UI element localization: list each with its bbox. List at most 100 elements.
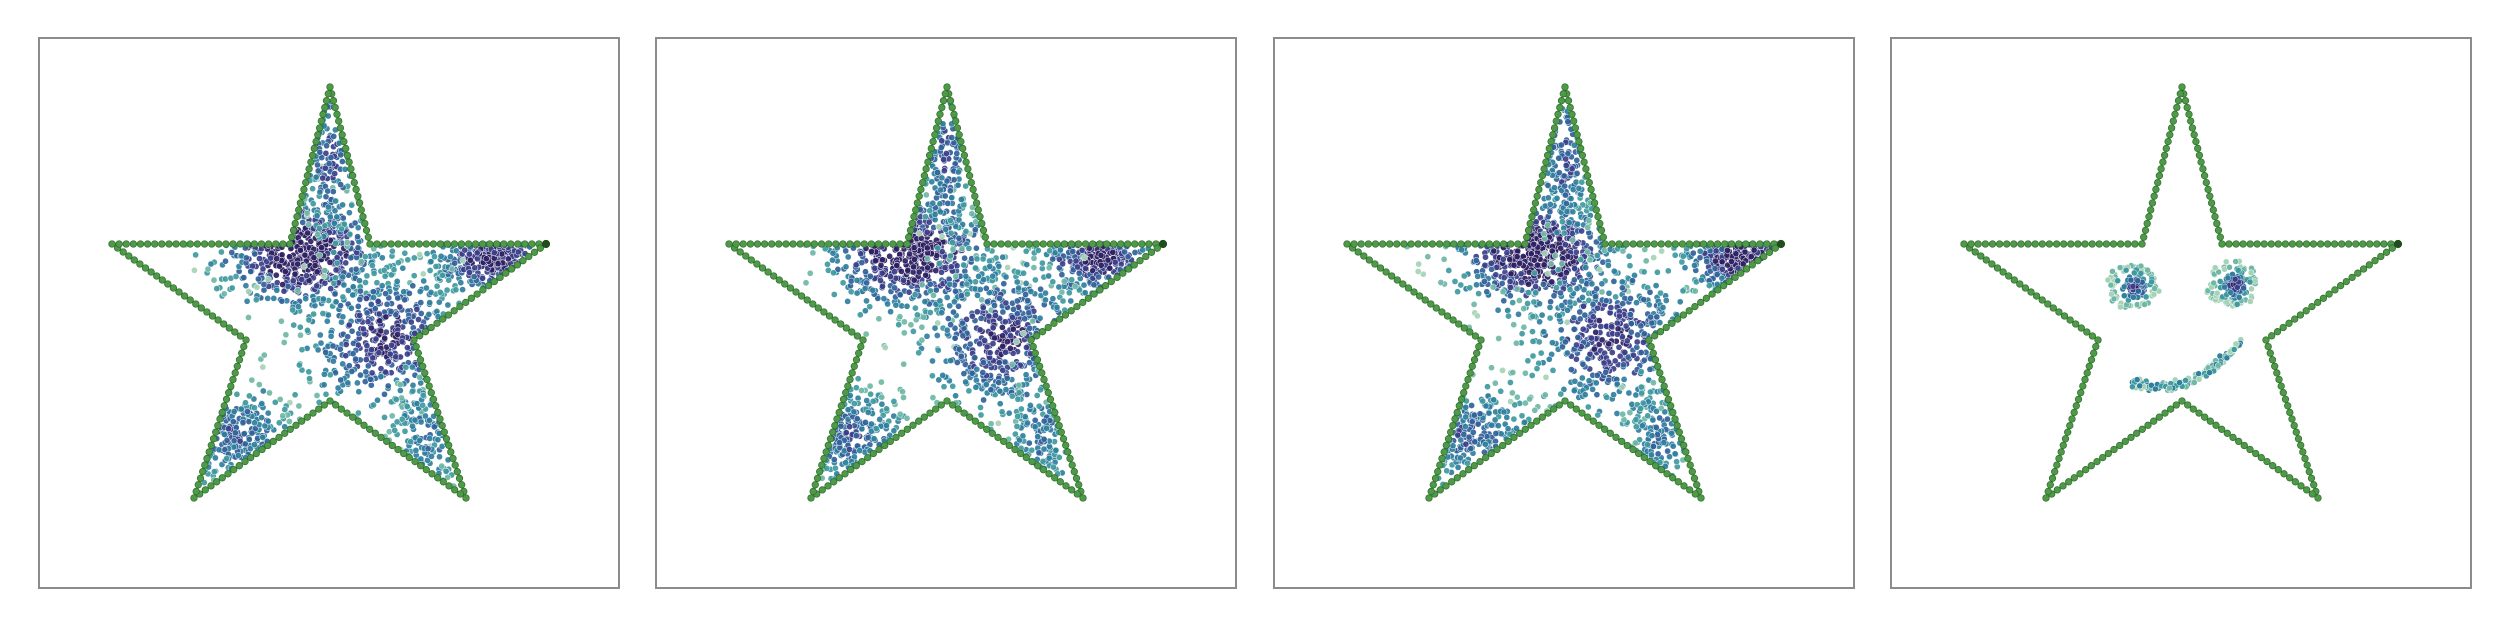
scatter-point — [999, 253, 1007, 261]
star-outline-point — [994, 433, 1002, 442]
star-outline-point — [444, 311, 453, 319]
scatter-point — [294, 260, 302, 268]
scatter-point — [847, 288, 855, 296]
scatter-point — [1547, 298, 1554, 306]
scatter-point — [932, 267, 940, 274]
star-outline-point — [350, 178, 358, 187]
scatter-point — [1035, 402, 1043, 410]
scatter-point — [935, 376, 943, 384]
scatter-point — [995, 359, 1003, 367]
scatter-point — [417, 418, 425, 426]
scatter-point — [842, 263, 850, 271]
star-outline-point — [1044, 323, 1052, 332]
scatter-point — [1650, 254, 1658, 261]
scatter-point — [423, 250, 431, 257]
scatter-point — [824, 260, 831, 268]
scatter-point — [976, 340, 984, 348]
scatter-point — [1028, 446, 1036, 454]
scatter-point — [1002, 348, 1009, 356]
star-outline-point — [359, 213, 367, 221]
star-outline-point — [394, 240, 402, 248]
star-outline-point — [412, 342, 420, 351]
scatter-point — [419, 391, 427, 399]
scatter-point — [948, 194, 956, 202]
scatter-point — [1415, 260, 1423, 268]
star-outline-point — [473, 290, 481, 298]
scatter-point — [980, 359, 987, 366]
scatter-point — [871, 264, 879, 272]
star-outline-point — [775, 276, 783, 284]
scatter-point — [979, 304, 987, 312]
scatter-point — [1718, 258, 1726, 266]
star-outline-point — [242, 336, 250, 344]
star-outline-point — [286, 425, 294, 433]
scatter-point — [309, 185, 316, 193]
scatter-point — [954, 181, 962, 189]
scatter-point — [251, 250, 259, 258]
scatter-point — [271, 398, 279, 406]
scatter-point — [951, 334, 959, 342]
star-outline-point — [387, 240, 395, 248]
star-outline-point — [414, 349, 422, 357]
scatter-point — [923, 244, 931, 252]
star-outline-point — [345, 158, 353, 166]
scatter-point — [1483, 288, 1491, 296]
star-outline-point — [1061, 311, 1070, 319]
star-outline-point — [408, 240, 416, 248]
scatter-point — [385, 358, 392, 366]
scatter-point — [403, 403, 411, 410]
scatter-point — [1050, 463, 1057, 471]
scatter-point — [1546, 314, 1554, 322]
scatter-point — [225, 425, 232, 433]
scatter-point — [1532, 283, 1539, 290]
star-outline-point — [844, 382, 852, 390]
scatter-point — [1506, 292, 1514, 300]
scatter-point — [258, 400, 266, 408]
star-outline-point — [439, 478, 447, 486]
star-outline-point — [129, 240, 138, 248]
star-outline-point — [855, 349, 863, 357]
star-outline-point — [810, 240, 819, 248]
scatter-point — [896, 410, 904, 418]
scatter-point — [1580, 302, 1587, 310]
scatter-point — [1527, 250, 1535, 258]
scatter-point — [863, 397, 871, 404]
scatter-point — [1029, 317, 1037, 325]
star-outline-point — [272, 240, 280, 248]
star-outline-point — [817, 240, 826, 248]
star-tip-marker — [1158, 239, 1168, 249]
scatter-point — [975, 273, 982, 280]
scatter-point — [1506, 256, 1514, 263]
scatter-point — [260, 351, 268, 359]
scatter-point — [879, 256, 886, 264]
star-outline-point — [427, 389, 435, 397]
star-outline-point — [742, 252, 750, 260]
scatter-point — [433, 282, 441, 290]
scatter-point — [1524, 300, 1531, 307]
scatter-point — [887, 308, 894, 316]
star-outline-point — [1036, 362, 1044, 370]
star-outline-point — [169, 284, 178, 292]
star-outline-point — [401, 240, 409, 248]
star-outline-point — [269, 437, 277, 446]
scatter-point — [337, 151, 345, 159]
scatter-point — [1081, 254, 1088, 262]
scatter-point — [987, 386, 995, 394]
scatter-point — [424, 456, 431, 464]
scatter-point — [972, 383, 980, 391]
scatter-point — [959, 319, 966, 327]
star-outline-point — [203, 454, 211, 463]
star-outline-point — [1004, 240, 1012, 248]
scatter-point — [1008, 392, 1016, 400]
scatter-point — [1065, 289, 1073, 297]
star-outline-point — [837, 320, 845, 328]
scatter-point — [442, 467, 450, 475]
scatter-point — [276, 262, 283, 270]
scatter-point — [952, 287, 959, 295]
scatter-point — [846, 446, 853, 453]
scatter-point — [232, 429, 239, 437]
scatter-point — [228, 284, 236, 292]
panel-2 — [655, 37, 1237, 589]
scatter-point — [1513, 253, 1521, 261]
star-outline-point — [513, 261, 521, 269]
